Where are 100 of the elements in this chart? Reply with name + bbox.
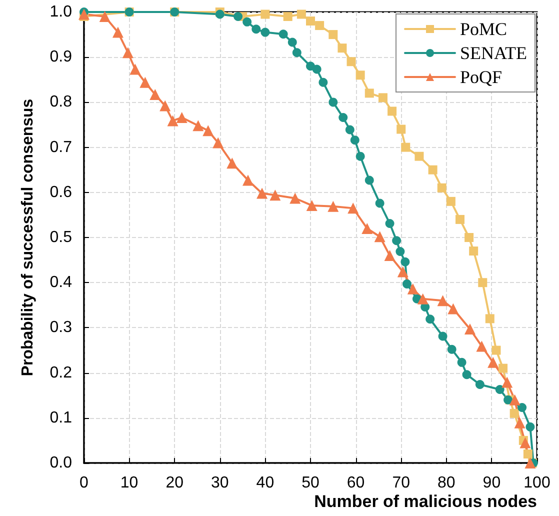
point bbox=[345, 125, 354, 134]
point bbox=[488, 356, 499, 368]
y-tick-label: 0.1 bbox=[50, 409, 72, 426]
point bbox=[378, 93, 388, 102]
point bbox=[462, 370, 472, 380]
point bbox=[469, 246, 478, 256]
point bbox=[362, 222, 373, 234]
point bbox=[242, 174, 254, 186]
x-tick-label: 30 bbox=[211, 474, 229, 492]
point bbox=[524, 458, 536, 468]
point bbox=[278, 30, 288, 39]
point bbox=[260, 28, 270, 37]
y-axis-title: Probability of successful consensus bbox=[20, 98, 36, 376]
point bbox=[396, 246, 405, 256]
point bbox=[260, 10, 270, 19]
x-tick-label: 0 bbox=[80, 474, 89, 492]
point bbox=[288, 38, 297, 47]
point bbox=[306, 16, 315, 26]
point bbox=[346, 57, 356, 66]
point bbox=[437, 295, 448, 306]
point bbox=[402, 279, 412, 288]
point bbox=[176, 112, 188, 124]
point bbox=[400, 257, 410, 266]
x-tick-label: 100 bbox=[524, 474, 550, 492]
point bbox=[485, 314, 494, 324]
x-tick-label: 90 bbox=[482, 474, 501, 492]
y-tick-label: 0.2 bbox=[50, 364, 72, 382]
point bbox=[464, 233, 474, 242]
point bbox=[328, 98, 338, 107]
point bbox=[290, 192, 301, 204]
point bbox=[407, 283, 418, 294]
point bbox=[510, 408, 519, 418]
point bbox=[438, 332, 448, 341]
y-tick-label: 0.7 bbox=[50, 138, 72, 156]
point bbox=[215, 10, 224, 19]
point bbox=[388, 106, 397, 116]
point bbox=[414, 152, 424, 161]
point bbox=[397, 266, 408, 278]
point bbox=[202, 125, 214, 136]
point bbox=[428, 165, 438, 174]
point bbox=[401, 142, 410, 152]
point bbox=[457, 358, 466, 367]
y-tick-label: 0.5 bbox=[50, 229, 72, 246]
legend-label: SENATE bbox=[460, 43, 528, 63]
point bbox=[312, 64, 322, 74]
point bbox=[256, 188, 268, 199]
point bbox=[364, 176, 374, 185]
point bbox=[160, 100, 171, 112]
point bbox=[112, 26, 124, 38]
point bbox=[318, 78, 328, 87]
point bbox=[130, 64, 141, 75]
point bbox=[348, 202, 359, 214]
point bbox=[509, 394, 520, 406]
x-tick-label: 60 bbox=[346, 474, 365, 492]
point bbox=[315, 21, 324, 30]
point bbox=[392, 236, 402, 246]
x-tick-label: 80 bbox=[438, 474, 456, 492]
x-axis-title: Number of malicious nodes bbox=[314, 492, 538, 511]
point bbox=[492, 346, 501, 355]
y-tick-label: 0.6 bbox=[50, 184, 72, 201]
point bbox=[417, 293, 428, 304]
y-tick-label: 0.8 bbox=[50, 94, 72, 111]
point bbox=[526, 422, 535, 432]
point bbox=[356, 152, 365, 161]
point bbox=[356, 70, 365, 80]
point bbox=[192, 120, 204, 132]
point bbox=[475, 380, 484, 390]
point bbox=[523, 449, 532, 458]
point bbox=[350, 136, 360, 145]
point bbox=[374, 231, 386, 242]
point bbox=[296, 10, 306, 19]
point bbox=[328, 200, 339, 212]
point bbox=[338, 44, 347, 53]
point bbox=[495, 384, 504, 394]
point bbox=[212, 137, 224, 148]
point bbox=[514, 417, 526, 428]
x-tick-label: 50 bbox=[302, 474, 320, 492]
point bbox=[167, 115, 178, 126]
point bbox=[464, 324, 476, 335]
point bbox=[78, 8, 90, 20]
point bbox=[150, 89, 161, 100]
point bbox=[396, 124, 406, 134]
point bbox=[338, 113, 348, 122]
point bbox=[446, 196, 456, 206]
x-tick-label: 20 bbox=[166, 474, 184, 492]
y-tick-label: 0.4 bbox=[50, 274, 72, 292]
point bbox=[385, 219, 394, 228]
y-tick-label: 0.9 bbox=[50, 48, 72, 66]
y-tick-label: 1.0 bbox=[50, 4, 72, 20]
point bbox=[437, 183, 446, 192]
point bbox=[364, 88, 374, 98]
point bbox=[520, 437, 531, 448]
point bbox=[478, 278, 488, 288]
legend-label: PoQF bbox=[460, 67, 502, 87]
x-tick-label: 10 bbox=[120, 474, 138, 492]
point bbox=[292, 48, 302, 58]
point bbox=[447, 344, 456, 354]
point bbox=[252, 24, 261, 34]
point bbox=[122, 47, 134, 58]
point bbox=[226, 158, 238, 169]
